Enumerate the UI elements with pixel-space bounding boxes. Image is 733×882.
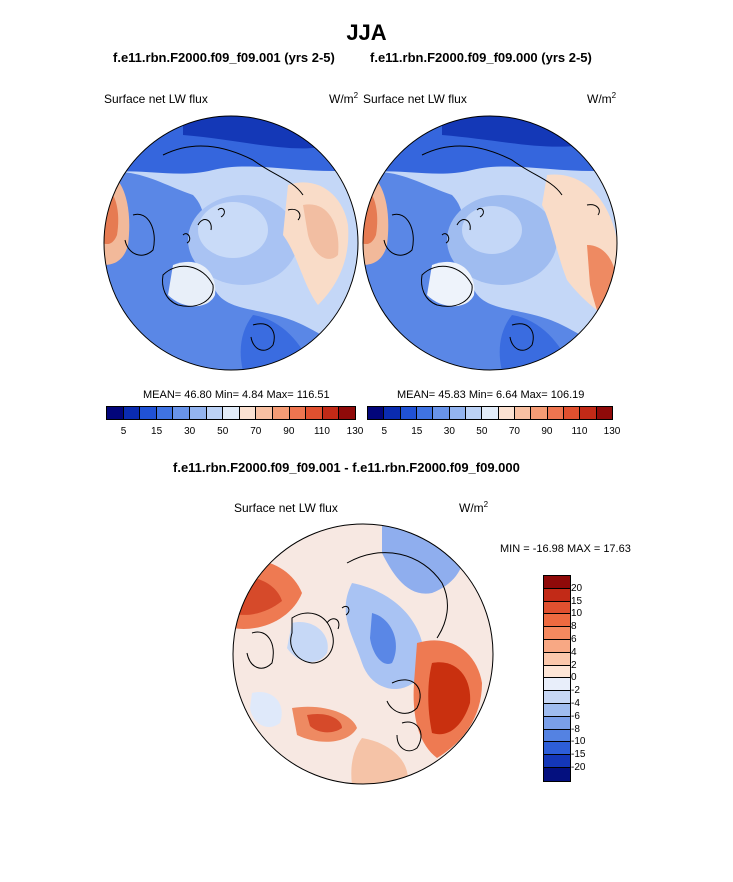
diff-panel-minmax: MIN = -16.98 MAX = 17.63 [500,543,631,555]
colorbar-tick-label: 70 [508,426,520,437]
colorbar-segment [107,407,124,419]
left-panel-title: f.e11.rbn.F2000.f09_f09.001 (yrs 2-5) [113,50,335,65]
colorbar-segment [339,407,355,419]
colorbar-tick-label: 70 [250,426,262,437]
colorbar-segment [563,407,581,419]
colorbar-tick-label: -4 [571,698,580,709]
right-polar-map [362,115,618,371]
left-panel-units: W/m2 [329,91,359,107]
colorbar-tick-label: 30 [443,426,455,437]
colorbar-segment [322,407,340,419]
colorbar-segment [544,652,570,666]
colorbar-segment [465,407,483,419]
colorbar-segment [544,767,570,781]
colorbar-tick-label: 6 [571,634,577,645]
colorbar-segment [400,407,417,419]
colorbar-tick-label: 110 [313,426,330,437]
colorbar-tick-label: 15 [411,426,423,437]
colorbar-tick-label: 110 [571,426,588,437]
diff-panel-variable: Surface net LW flux [234,501,338,515]
colorbar-tick-label: -2 [571,685,580,697]
colorbar-segment [596,407,612,419]
colorbar-segment [544,639,570,653]
colorbar-segment [580,407,597,419]
colorbar-tick-label: 90 [283,426,295,437]
colorbar-segment [544,755,570,768]
colorbar-segment [416,407,434,419]
colorbar-segment [239,407,257,419]
colorbar-tick-label: 50 [476,426,488,437]
colorbar-segment [206,407,224,419]
colorbar-tick-label: 5 [381,426,388,437]
colorbar-tick-label: 0 [571,672,577,684]
colorbar-segment [449,407,466,419]
colorbar-segment [544,601,570,615]
right-panel-variable: Surface net LW flux [363,92,467,106]
colorbar-tick-label: 8 [571,621,577,633]
colorbar-segment [544,665,570,679]
colorbar-segment [156,407,174,419]
colorbar-segment [547,407,564,419]
diff-panel-title: f.e11.rbn.F2000.f09_f09.001 - f.e11.rbn.… [173,460,520,475]
colorbar-segment [189,407,207,419]
right-panel-title: f.e11.rbn.F2000.f09_f09.000 (yrs 2-5) [370,50,592,65]
colorbar-segment [544,716,570,730]
colorbar-segment [482,407,499,419]
figure-title: JJA [346,20,387,45]
colorbar-tick-label: -15 [571,749,586,761]
colorbar-segment [514,407,532,419]
colorbar-tick-label: 50 [217,426,229,437]
right-panel-units: W/m2 [587,91,617,107]
colorbar-tick-label: 130 [603,426,621,437]
colorbar-segment [544,742,570,756]
right-colorbar [367,406,613,420]
colorbar-segment [544,729,570,743]
colorbar-segment [544,678,570,692]
right-panel-stats: MEAN= 45.83 Min= 6.64 Max= 106.19 [397,389,585,401]
colorbar-segment [544,691,570,704]
diff-polar-map [232,523,494,785]
colorbar-segment [223,407,240,419]
diff-colorbar [543,575,571,782]
diff-panel-units: W/m2 [459,500,489,516]
colorbar-segment [256,407,273,419]
colorbar-segment [272,407,290,419]
colorbar-tick-label: -8 [571,723,580,735]
colorbar-segment [140,407,157,419]
colorbar-segment [368,407,385,419]
colorbar-tick-label: 5 [120,426,127,437]
colorbar-tick-label: 10 [571,608,583,620]
left-panel-variable: Surface net LW flux [104,92,208,106]
colorbar-segment [123,407,141,419]
colorbar-segment [531,407,548,419]
colorbar-segment [544,703,570,717]
left-colorbar [106,406,356,420]
colorbar-segment [544,576,570,589]
colorbar-tick-label: 2 [571,659,577,671]
colorbar-tick-label: -10 [571,736,586,748]
colorbar-tick-label: 20 [571,582,583,594]
colorbar-segment [544,614,570,628]
colorbar-segment [173,407,190,419]
colorbar-tick-label: 4 [571,646,577,658]
colorbar-tick-label: -6 [571,710,580,722]
colorbar-segment [433,407,450,419]
left-polar-map [103,115,359,371]
colorbar-segment [289,407,307,419]
colorbar-segment [498,407,515,419]
left-panel-stats: MEAN= 46.80 Min= 4.84 Max= 116.51 [143,389,330,401]
colorbar-tick-label: 90 [541,426,553,437]
colorbar-segment [544,588,570,602]
colorbar-tick-label: 30 [184,426,196,437]
colorbar-tick-label: 130 [346,426,364,437]
colorbar-segment [544,627,570,640]
colorbar-tick-label: -20 [571,762,586,773]
colorbar-segment [306,407,323,419]
colorbar-tick-label: 15 [151,426,163,437]
colorbar-segment [384,407,401,419]
colorbar-tick-label: 15 [571,595,583,607]
